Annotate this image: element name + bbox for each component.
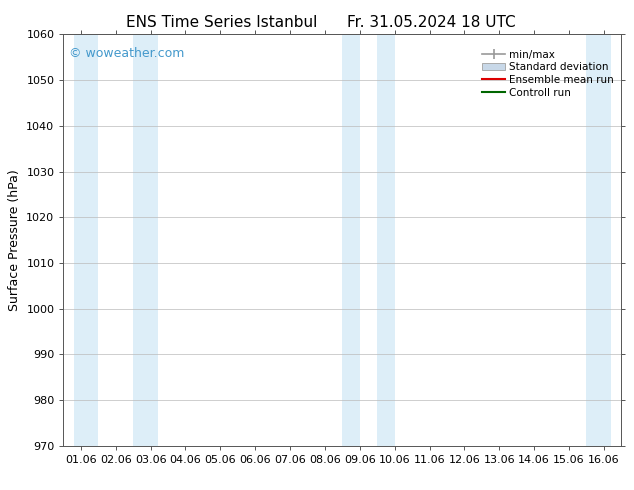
Text: © woweather.com: © woweather.com	[69, 47, 184, 60]
Bar	[586, 34, 611, 446]
Bar	[377, 34, 394, 446]
Legend: min/max, Standard deviation, Ensemble mean run, Controll run: min/max, Standard deviation, Ensemble me…	[480, 48, 616, 100]
Bar	[342, 34, 360, 446]
Bar	[74, 34, 98, 446]
Text: ENS Time Series Istanbul: ENS Time Series Istanbul	[126, 15, 318, 30]
Text: Fr. 31.05.2024 18 UTC: Fr. 31.05.2024 18 UTC	[347, 15, 515, 30]
Y-axis label: Surface Pressure (hPa): Surface Pressure (hPa)	[8, 169, 21, 311]
Bar	[133, 34, 157, 446]
